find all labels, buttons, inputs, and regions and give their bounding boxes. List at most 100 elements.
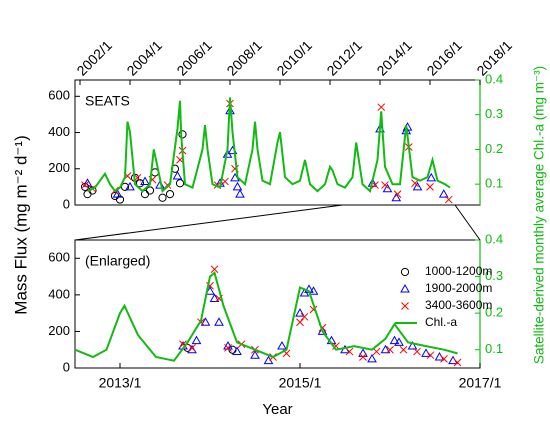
point-cross [393,190,402,198]
point-cross [399,345,408,354]
x-tick-label: 2008/1 [223,37,265,79]
point-circle [165,190,175,199]
point-triangle [308,286,319,295]
point-cross [377,103,386,112]
point-triangle [412,181,423,191]
point-triangle [295,308,305,317]
point-cross [210,265,219,274]
point-triangle [250,350,260,359]
y2-tick-label: 0.4 [485,71,503,86]
point-cross [224,344,232,352]
x-tick-label: 2002/1 [73,37,115,79]
point-triangle [191,335,202,345]
y-tick-label: 400 [48,124,70,139]
point-circle [175,179,185,188]
y2-tick-label: 0.2 [485,141,503,156]
panel-label: SEATS [85,93,130,109]
x-axis-label: Year [262,401,292,418]
point-triangle [214,317,224,326]
y2-tick-label: 0.1 [485,341,503,356]
zoom-connector [454,204,481,241]
point-triangle [407,341,418,350]
point-circle [158,193,167,202]
point-triangle [112,189,123,198]
point-triangle [367,353,377,363]
point-cross [426,183,434,191]
y-tick-label: 200 [48,160,70,175]
point-triangle [394,337,404,346]
point-cross [296,318,304,327]
y-tick-label: 0 [63,196,70,211]
point-cross [345,347,354,356]
x-tick-label: 2015/1 [279,375,322,391]
y2-axis-label: Satellite-derived monthly average Chl.-a… [532,66,547,364]
point-cross [81,181,89,189]
point-triangle [358,348,368,357]
legend-label: 3400-3600m [425,298,492,312]
y-tick-label: 600 [48,250,70,265]
x-tick-label: 2010/1 [273,37,315,79]
point-triangle [389,335,400,345]
point-triangle [426,172,437,182]
y-tick-label: 0 [63,359,70,374]
panel-label: (Enlarged) [85,253,150,269]
point-triangle [380,344,391,354]
x-tick-label: 2017/1 [459,375,502,391]
point-circle [178,130,187,139]
x-tick-label: 2016/1 [423,37,465,79]
point-cross [359,353,367,361]
chl-line [74,271,458,362]
point-triangle [200,317,211,326]
point-triangle [438,189,449,198]
y2-tick-label: 0.2 [485,305,503,320]
x-tick-label: 2006/1 [173,37,215,79]
x-tick-label: 2012/1 [323,37,365,79]
point-triangle [317,326,328,335]
legend-swatch [400,283,410,293]
y-axis-label: Mass Flux (mg m⁻² d⁻¹) [11,135,30,314]
legend-label: 1000-1200m [425,264,492,278]
point-triangle [125,181,135,191]
legend-swatch [401,302,409,310]
legend-label: Chl.-a [425,315,457,329]
y2-tick-label: 0.4 [485,231,503,246]
point-cross [386,345,394,354]
y-tick-label: 600 [48,88,70,103]
point-triangle [367,178,378,187]
point-cross [426,351,435,360]
y2-tick-label: 0.1 [485,176,503,191]
point-cross [188,344,196,352]
point-circle [115,195,125,204]
point-triangle [209,293,220,303]
y-tick-label: 200 [48,323,70,338]
point-triangle [187,344,197,354]
point-cross [453,358,462,367]
point-triangle [172,171,183,180]
y-tick-label: 400 [48,286,70,301]
x-tick-label: 2004/1 [123,37,165,79]
x-tick-label: 2013/1 [99,375,142,391]
point-triangle [232,346,242,356]
point-triangle [232,181,243,191]
legend-label: 1900-2000m [425,281,492,295]
point-triangle [382,183,393,193]
point-triangle [82,178,93,187]
point-cross [381,181,389,189]
point-triangle [277,341,287,350]
zoom-connector [74,204,343,241]
y2-tick-label: 0.3 [485,268,503,283]
point-cross [440,355,448,363]
point-cross [300,312,309,321]
y2-tick-label: 0.3 [485,106,503,121]
x-tick-label: 2014/1 [373,37,415,79]
point-circle [145,186,155,195]
point-triangle [235,189,245,198]
chl-line [87,97,451,194]
point-cross [444,195,453,204]
point-triangle [263,355,274,365]
point-cross [411,179,419,188]
point-cross [413,347,421,356]
point-triangle [140,176,150,185]
legend-swatch [400,267,410,277]
